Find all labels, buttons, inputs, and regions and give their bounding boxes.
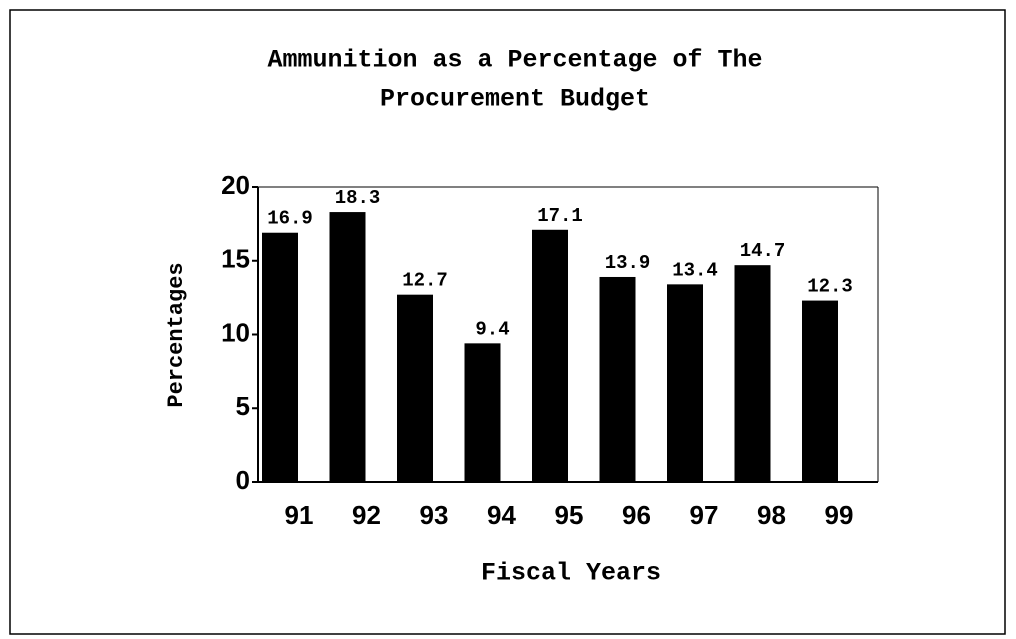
x-tick-label: 91 (285, 500, 314, 530)
data-label: 12.3 (807, 276, 853, 298)
x-tick-label: 95 (555, 500, 584, 530)
data-label: 18.3 (335, 187, 381, 209)
y-tick-label: 5 (236, 391, 250, 421)
chart-title: Procurement Budget (380, 85, 650, 114)
x-tick-label: 94 (487, 500, 516, 530)
bar (599, 276, 636, 482)
data-label: 17.1 (537, 205, 583, 227)
x-tick-label: 99 (825, 500, 854, 530)
bar (397, 294, 433, 482)
x-axis-label: Fiscal Years (481, 559, 661, 588)
data-label: 13.4 (672, 259, 718, 281)
x-tick-label: 92 (352, 500, 381, 530)
bar (667, 284, 703, 482)
bar (734, 265, 771, 482)
bar (464, 343, 501, 482)
chart-title: Ammunition as a Percentage of The (267, 46, 762, 75)
x-tick-label: 98 (757, 500, 786, 530)
y-tick-label: 10 (221, 317, 250, 347)
bar (262, 232, 298, 482)
x-tick-label: 93 (420, 500, 449, 530)
y-tick-label: 0 (236, 465, 250, 495)
bar (329, 212, 366, 482)
y-tick-label: 15 (221, 244, 250, 274)
y-axis-label: Percentages (164, 262, 189, 407)
data-label: 12.7 (402, 270, 448, 292)
data-label: 9.4 (475, 318, 509, 340)
x-tick-label: 96 (622, 500, 651, 530)
bar (802, 300, 838, 482)
data-label: 16.9 (267, 208, 313, 230)
x-tick-label: 97 (690, 500, 719, 530)
data-label: 13.9 (605, 252, 651, 274)
bar (532, 229, 568, 482)
frame (9, 9, 1006, 635)
y-tick-label: 20 (221, 170, 250, 200)
data-label: 14.7 (740, 240, 786, 262)
